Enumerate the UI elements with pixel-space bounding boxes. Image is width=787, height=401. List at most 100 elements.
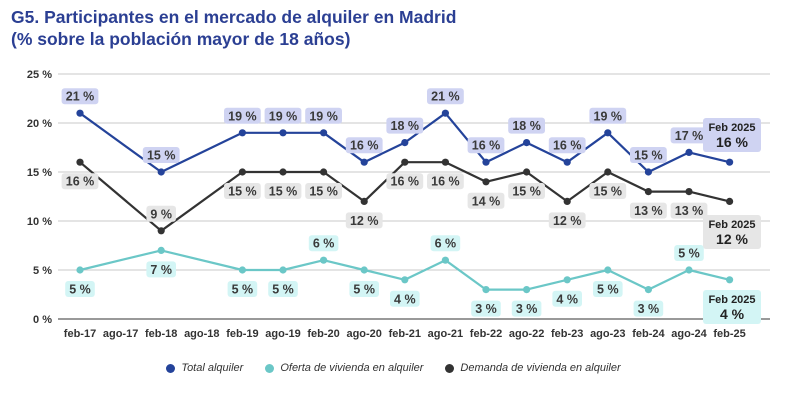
x-tick-label: ago-18 [184,328,219,340]
data-point [726,158,734,166]
data-label-bg [61,88,99,105]
data-label: 4 % [394,292,416,306]
data-label-bg [630,147,667,163]
data-point [604,129,612,137]
final-label-bg [703,215,761,249]
data-point [523,286,531,294]
data-label: 16 % [553,139,582,153]
data-label: 5 % [597,283,619,297]
data-label-bg [427,88,464,105]
data-point [482,158,490,166]
data-point [726,276,734,284]
data-label: 19 % [309,109,338,123]
data-label-bg [508,117,545,134]
data-label-bg [670,127,708,144]
data-label: 16 % [472,139,501,153]
y-tick-label: 10 % [27,216,52,228]
data-label-bg [305,183,342,199]
y-tick-label: 20 % [27,118,52,130]
data-point [360,158,368,166]
x-tick-label: ago-22 [509,328,544,340]
data-point [644,168,653,176]
data-label-bg [471,300,501,317]
data-point [644,188,653,196]
legend-item-total: Total alquiler [166,362,243,374]
data-label-bg [65,281,95,297]
y-tick-label: 0 % [33,314,52,326]
data-label: 21 % [66,90,95,104]
x-tick-label: feb-24 [632,328,665,340]
data-label: 5 % [353,283,375,297]
data-label: 19 % [228,109,257,123]
data-point [238,266,246,274]
data-label-bg [308,235,339,252]
data-label-bg [224,183,261,199]
data-point [157,246,165,254]
data-point [157,227,165,235]
x-tick-label: ago-20 [346,328,381,340]
data-label: 16 % [391,175,420,189]
data-label-bg [508,183,545,199]
data-point [157,168,165,176]
data-point [604,266,612,274]
data-label-bg [548,137,586,154]
data-point [441,109,449,117]
legend-marker-demanda [445,363,455,373]
final-label-value: 4 % [720,306,745,322]
data-label-bg [386,117,424,134]
data-point [401,276,409,284]
data-label: 15 % [634,149,663,163]
data-label-bg [224,107,261,124]
data-label-bg [427,173,464,190]
final-label-value: 12 % [716,231,748,247]
legend-marker-oferta [265,363,275,373]
title-line-1: G5. Participantes en el mercado de alqui… [11,7,457,27]
data-point [685,188,693,196]
data-label: 15 % [269,185,298,199]
x-tick-label: feb-20 [307,328,339,340]
data-label: 4 % [556,292,578,306]
data-label: 5 % [272,283,294,297]
data-point [238,168,246,176]
x-tick-label: feb-17 [64,328,96,340]
data-point [360,197,368,205]
x-tick-label: feb-19 [226,328,258,340]
legend-item-demanda: Demanda de vivienda en alquiler [445,362,621,374]
legend-label-oferta: Oferta de vivienda en alquiler [280,362,424,374]
data-label-bg [305,107,342,124]
data-label-bg [142,147,180,163]
data-label: 7 % [150,263,172,277]
data-label-bg [268,281,298,297]
legend-label-demanda: Demanda de vivienda en alquiler [460,362,621,374]
data-label-bg [264,107,302,124]
data-label-bg [264,183,302,199]
data-label-bg [630,202,667,219]
data-label: 9 % [150,207,172,221]
y-tick-label: 5 % [33,265,52,277]
data-label: 5 % [69,283,91,297]
data-point [644,286,653,294]
data-label: 13 % [634,204,663,218]
x-tick-label: feb-22 [470,328,502,340]
data-point [604,168,612,176]
legend: Total alquiler Oferta de vivienda en alq… [0,362,787,374]
data-label-bg [61,173,99,190]
data-label: 12 % [553,214,582,228]
data-label-bg [674,245,704,261]
data-label-bg [227,281,258,297]
data-point [320,168,328,176]
x-tick-label: feb-21 [389,328,421,340]
data-label-bg [390,290,420,307]
x-tick-label: ago-17 [103,328,138,340]
data-point [685,266,693,274]
data-label: 17 % [675,129,704,143]
data-label: 15 % [594,185,623,199]
data-label-bg [589,107,627,124]
data-label: 19 % [269,109,298,123]
data-label: 6 % [435,237,457,251]
data-label-bg [430,235,461,252]
final-label-title: Feb 2025 [708,122,755,134]
data-point [360,266,368,274]
data-point [726,197,734,205]
